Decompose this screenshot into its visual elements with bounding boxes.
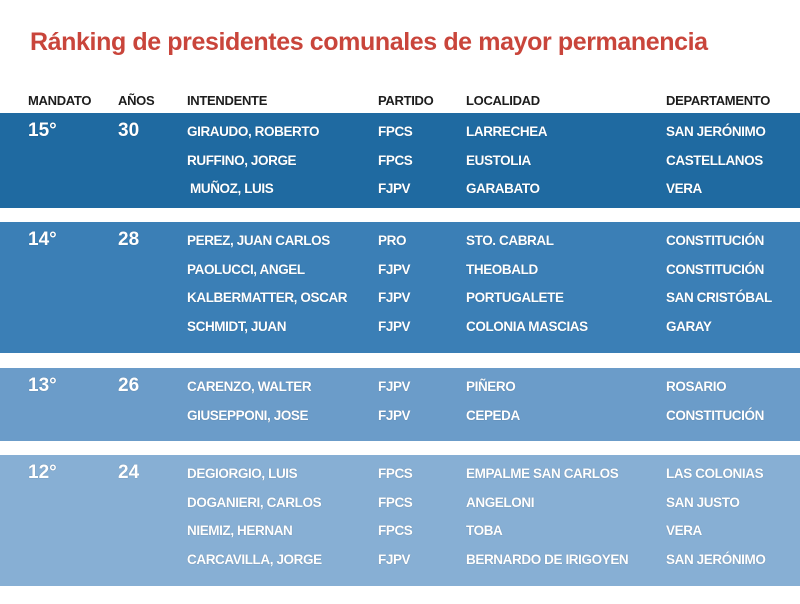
table-cell: FJPV	[378, 290, 411, 306]
mandato: 14°	[28, 229, 57, 250]
table-cell: FJPV	[378, 261, 411, 277]
table-cell: LAS COLONIAS	[666, 466, 764, 481]
table-cell: LARRECHEA	[466, 124, 548, 139]
table-cell: FJPV	[378, 407, 411, 423]
years: 28	[118, 229, 140, 250]
table-cell: COLONIA MASCIAS	[466, 319, 588, 335]
table-cell: PRO	[378, 233, 407, 248]
table-cell: FJPV	[378, 552, 411, 568]
table-cell: THEOBALD	[466, 261, 538, 277]
table-cell: SAN JUSTO	[666, 494, 740, 510]
row-group: 15° 30 GIRAUDO, ROBERTO FPCS LARRECHEA SAN JE…	[0, 113, 800, 208]
table-cell: GIUSEPPONI, JOSE	[187, 407, 309, 423]
table-cell: RUFFINO, JORGE	[187, 152, 297, 168]
column-header: INTENDENTE	[187, 93, 268, 108]
table-cell: EUSTOLIA	[466, 152, 531, 168]
table-cell: FJPV	[378, 181, 411, 197]
table-cell: NIEMIZ, HERNAN	[187, 523, 293, 539]
table-cell: DOGANIERI, CARLOS	[187, 494, 322, 510]
table-cell: ANGELONI	[466, 494, 535, 510]
table-cell: CARCAVILLA, JORGE	[187, 552, 322, 568]
mandato: 15°	[28, 120, 57, 141]
table-cell: CONSTITUCIÓN	[666, 233, 764, 248]
years: 30	[118, 120, 140, 141]
table-cell: FPCS	[378, 466, 413, 481]
table-cell: VERA	[666, 181, 702, 197]
table-cell: SCHMIDT, JUAN	[187, 319, 287, 335]
table-cell: VERA	[666, 523, 702, 539]
table-cell: TOBA	[466, 523, 503, 539]
table-cell: GIRAUDO, ROBERTO	[187, 124, 320, 139]
row-group: 12° 24 DEGIORGIO, LUIS FPCS EMPALME SAN CARL…	[0, 455, 800, 586]
table-cell: SAN JERÓNIMO	[666, 124, 766, 139]
table-cell: PORTUGALETE	[466, 290, 564, 306]
mandato: 13°	[28, 375, 57, 396]
table-cell: CONSTITUCIÓN	[666, 261, 764, 277]
column-header: PARTIDO	[378, 93, 434, 108]
table-cell: KALBERMATTER, OSCAR	[187, 290, 348, 306]
table-cell: FPCS	[378, 494, 413, 510]
table-cell: PIÑERO	[466, 379, 516, 394]
table-cell: FPCS	[378, 152, 413, 168]
table-cell: CONSTITUCIÓN	[666, 407, 764, 423]
table-cell: PAOLUCCI, ANGEL	[187, 261, 305, 277]
table-cell: FPCS	[378, 124, 413, 139]
table-cell: FPCS	[378, 523, 413, 539]
table-cell: GARAY	[666, 319, 712, 335]
mandato: 12°	[28, 462, 57, 483]
table-cell: SAN JERÓNIMO	[666, 552, 766, 568]
table-cell: ROSARIO	[666, 379, 727, 394]
column-header: AÑOS	[118, 93, 155, 108]
table-cell: SAN CRISTÓBAL	[666, 290, 772, 306]
table-cell: CASTELLANOS	[666, 152, 763, 168]
row-group: 13° 26 CARENZO, WALTER FJPV PIÑERO ROSARIO GIU…	[0, 368, 800, 441]
table-cell: EMPALME SAN CARLOS	[466, 466, 619, 481]
years: 26	[118, 375, 140, 396]
table-cell: PEREZ, JUAN CARLOS	[187, 233, 330, 248]
column-header: MANDATO	[28, 93, 92, 108]
table-cell: FJPV	[378, 319, 411, 335]
table-cell: FJPV	[378, 379, 411, 394]
table-cell: STO. CABRAL	[466, 233, 554, 248]
column-header: DEPARTAMENTO	[666, 93, 771, 108]
table-cell: CARENZO, WALTER	[187, 379, 312, 394]
row-group: 14° 28 PEREZ, JUAN CARLOS PRO STO. CABRAL CON…	[0, 222, 800, 353]
title: Ránking de presidentes comunales de mayo…	[30, 28, 708, 56]
table-cell: MUÑOZ, LUIS	[190, 181, 274, 197]
years: 24	[118, 462, 140, 483]
table-cell: DEGIORGIO, LUIS	[187, 466, 298, 481]
table-cell: CEPEDA	[466, 407, 520, 423]
table-cell: BERNARDO DE IRIGOYEN	[466, 552, 629, 568]
table-cell: GARABATO	[466, 181, 540, 197]
column-header: LOCALIDAD	[466, 93, 540, 108]
